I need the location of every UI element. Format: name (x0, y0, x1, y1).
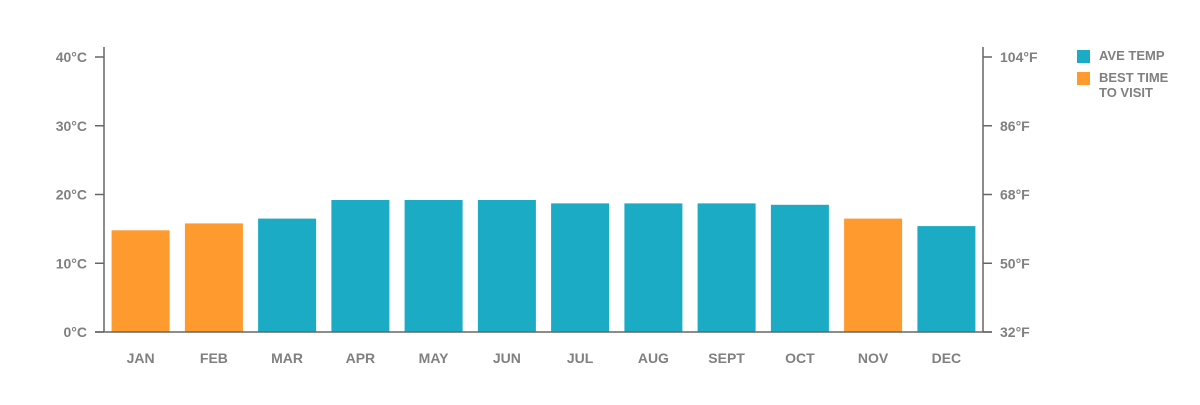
x-tick-label-aug: AUG (638, 350, 669, 366)
legend-item-best-time: BEST TIME TO VISIT (1077, 70, 1192, 100)
bar-feb (184, 223, 243, 332)
y-tick-label-right: 32°F (1000, 324, 1030, 340)
legend: AVE TEMP BEST TIME TO VISIT (1077, 48, 1192, 107)
bar-jul (551, 203, 610, 332)
y-tick-label-left: 30°C (56, 118, 87, 134)
bar-aug (624, 203, 683, 332)
bar-may (404, 200, 463, 332)
y-tick-label-left: 10°C (56, 255, 87, 271)
bar-nov (844, 218, 903, 332)
legend-swatch-ave-temp (1077, 50, 1090, 63)
legend-label-best-time: BEST TIME TO VISIT (1099, 70, 1169, 100)
bar-apr (331, 200, 390, 332)
y-tick-label-left: 40°C (56, 49, 87, 65)
y-tick-label-right: 104°F (1000, 49, 1038, 65)
x-tick-label-jan: JAN (127, 350, 155, 366)
x-tick-label-dec: DEC (932, 350, 962, 366)
x-tick-label-sept: SEPT (708, 350, 745, 366)
x-tick-label-jun: JUN (493, 350, 521, 366)
y-tick-label-right: 68°F (1000, 187, 1030, 203)
bar-oct (770, 204, 829, 332)
x-tick-label-apr: APR (346, 350, 376, 366)
x-tick-label-may: MAY (419, 350, 449, 366)
y-tick-label-left: 0°C (64, 324, 88, 340)
x-tick-label-feb: FEB (200, 350, 228, 366)
bar-mar (258, 218, 317, 332)
y-tick-label-right: 50°F (1000, 255, 1030, 271)
bar-jun (477, 200, 536, 332)
bar-jan (111, 230, 170, 333)
x-tick-label-jul: JUL (567, 350, 594, 366)
legend-item-ave-temp: AVE TEMP (1077, 48, 1192, 63)
x-tick-label-oct: OCT (785, 350, 815, 366)
legend-swatch-best-time (1077, 72, 1090, 85)
y-tick-label-left: 20°C (56, 187, 87, 203)
y-tick-label-right: 86°F (1000, 118, 1030, 134)
bar-dec (917, 226, 976, 332)
bar-sept (697, 203, 756, 332)
x-tick-label-nov: NOV (858, 350, 889, 366)
x-tick-label-mar: MAR (271, 350, 303, 366)
legend-label-ave-temp: AVE TEMP (1099, 48, 1165, 63)
